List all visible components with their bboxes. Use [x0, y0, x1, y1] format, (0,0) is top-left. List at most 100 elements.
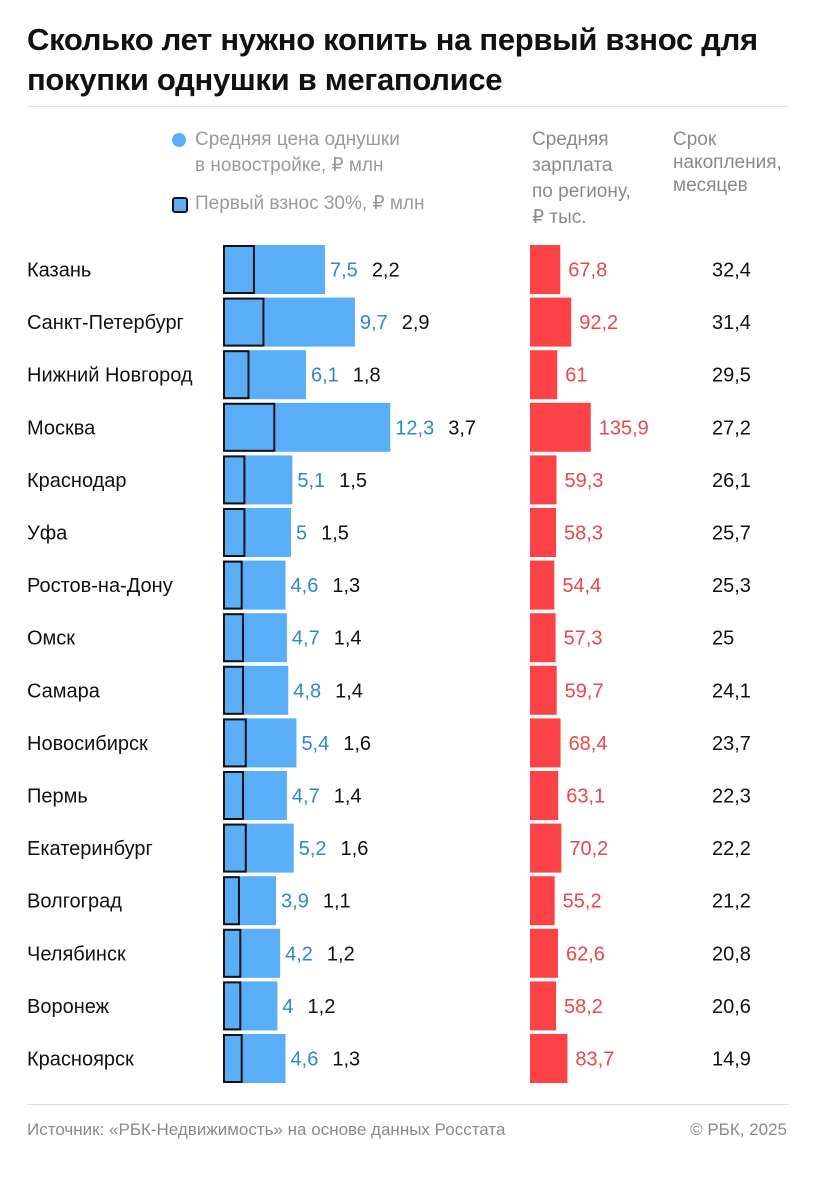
down-payment-bar [223, 613, 245, 663]
copyright: © РБК, 2025 [690, 1120, 787, 1139]
down-payment-bar [223, 665, 245, 715]
city-label: Воронеж [27, 996, 110, 1018]
months-value-label: 14,9 [712, 1049, 751, 1071]
salary-value-label: 59,7 [565, 680, 604, 702]
salary-value-label: 70,2 [569, 838, 608, 860]
salary-header-line3: по региону, [532, 181, 631, 202]
months-value-label: 29,5 [712, 365, 751, 387]
city-label: Санкт-Петербург [27, 312, 184, 334]
price-bar [223, 245, 325, 294]
salary-value-label: 59,3 [565, 470, 604, 492]
price-value-label: 4,7 [292, 786, 320, 808]
months-value-label: 31,4 [712, 312, 751, 334]
salary-bar [530, 350, 558, 400]
salary-header-line2: зарплата [532, 155, 613, 176]
salary-bar [530, 245, 561, 294]
months-value-label: 25,3 [712, 575, 751, 597]
down-payment-value-label: 3,7 [448, 417, 476, 439]
months-header-line1: Срок [673, 129, 717, 150]
price-legend-line1: Средняя цена однушки [195, 129, 400, 150]
city-label: Казань [27, 260, 91, 282]
months-header-line3: месяцев [673, 175, 748, 196]
price-bar [223, 613, 287, 663]
salary-value-label: 92,2 [579, 312, 618, 334]
price-value-label: 3,9 [281, 891, 309, 913]
salary-bar [530, 508, 557, 557]
months-value-label: 32,4 [712, 260, 751, 282]
price-value-label: 4,2 [285, 943, 313, 965]
salary-bar [530, 718, 561, 768]
city-label: Красноярск [27, 1049, 134, 1071]
salary-bar [530, 876, 555, 926]
months-value-label: 22,2 [712, 838, 751, 860]
salary-header-line4: ₽ тыс. [532, 207, 587, 228]
months-value-label: 25,7 [712, 523, 751, 545]
city-label: Новосибирск [27, 733, 148, 755]
price-value-label: 5,1 [297, 470, 325, 492]
down-payment-value-label: 1,5 [339, 470, 367, 492]
months-value-label: 21,2 [712, 891, 751, 913]
salary-value-label: 62,6 [566, 943, 605, 965]
salary-value-label: 58,2 [564, 996, 603, 1018]
city-label: Челябинск [27, 943, 126, 965]
down-payment-value-label: 1,4 [335, 680, 363, 702]
price-bar [223, 928, 281, 978]
chart-title: Сколько лет нужно копить на первый взнос… [27, 22, 758, 97]
down-payment-bar [223, 771, 245, 820]
price-bar [223, 297, 355, 347]
price-bar [223, 402, 391, 452]
price-value-label: 4,6 [291, 1049, 319, 1071]
salary-value-label: 63,1 [566, 786, 605, 808]
salary-bar [530, 981, 557, 1031]
months-value-label: 27,2 [712, 417, 751, 439]
price-bar [223, 823, 294, 873]
down-payment-bar [223, 981, 242, 1031]
salary-value-label: 54,4 [562, 575, 601, 597]
city-label: Волгоград [27, 891, 122, 913]
salary-bar [530, 297, 572, 347]
city-label: Омск [27, 628, 75, 650]
months-header-line2: накопления, [673, 152, 782, 173]
price-bar [223, 455, 293, 505]
months-value-label: 25 [712, 628, 734, 650]
salary-header-line1: Средняя [532, 129, 609, 150]
price-legend-line2: в новостройке, ₽ млн [195, 155, 384, 176]
city-label: Ростов-на-Дону [27, 575, 173, 597]
down-payment-value-label: 1,2 [308, 996, 336, 1018]
down-payment-value-label: 1,5 [321, 523, 349, 545]
down-payment-bar [223, 508, 246, 557]
salary-bar [530, 455, 557, 505]
price-bar [223, 981, 278, 1031]
salary-value-label: 58,3 [564, 523, 603, 545]
city-label: Екатеринбург [27, 838, 153, 860]
down-payment-value-label: 1,6 [341, 838, 369, 860]
down-payment-value-label: 1,1 [323, 891, 351, 913]
down-payment-bar [223, 928, 242, 978]
salary-value-label: 55,2 [563, 891, 602, 913]
salary-bar [530, 1034, 568, 1083]
down-payment-bar [223, 297, 265, 347]
top-divider [27, 106, 789, 107]
down-payment-value-label: 1,4 [334, 786, 362, 808]
city-label: Самара [27, 680, 101, 702]
city-label: Нижний Новгород [27, 365, 193, 387]
price-value-label: 4 [282, 996, 293, 1018]
bottom-divider [27, 1104, 789, 1105]
price-bar [223, 718, 297, 768]
months-value-label: 20,8 [712, 943, 751, 965]
months-value-label: 26,1 [712, 470, 751, 492]
price-bar [223, 876, 277, 926]
salary-bar [530, 665, 557, 715]
price-bar [223, 560, 286, 610]
down-payment-value-label: 1,6 [343, 733, 371, 755]
salary-bar [530, 613, 556, 663]
salary-value-label: 67,8 [568, 260, 607, 282]
salary-value-label: 61 [565, 365, 587, 387]
down-payment-bar [223, 350, 250, 400]
down-payment-bar [223, 1034, 243, 1083]
salary-bar [530, 823, 562, 873]
months-value-label: 22,3 [712, 786, 751, 808]
city-label: Пермь [27, 786, 88, 808]
down-payment-bar [223, 402, 276, 452]
price-value-label: 4,6 [291, 575, 319, 597]
